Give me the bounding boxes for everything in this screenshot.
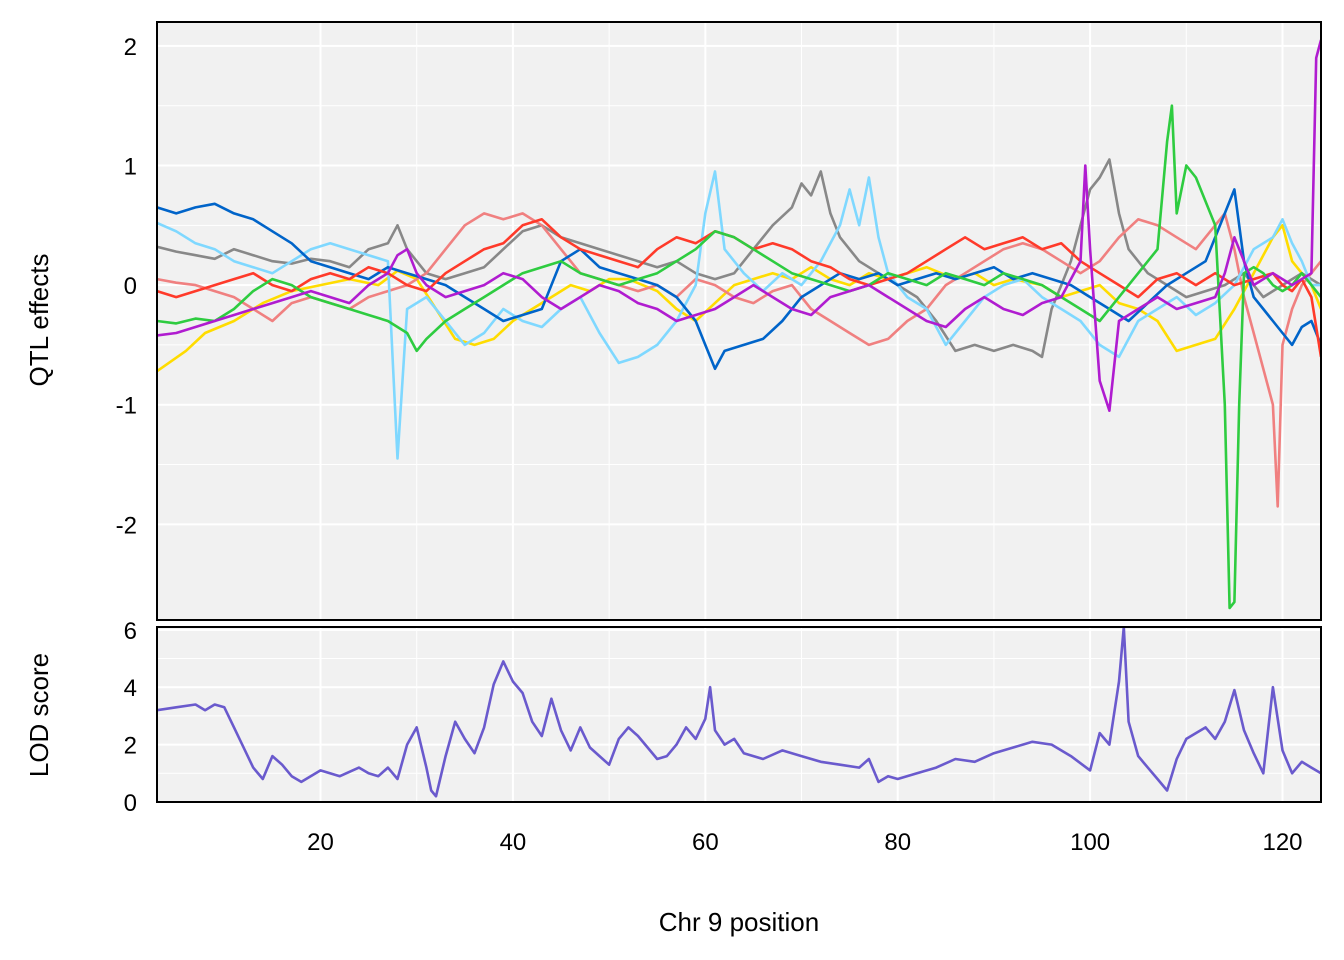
lod-y-tick-label: 0	[124, 790, 137, 817]
qtl-series-line-8	[157, 39, 1321, 412]
lod-x-tick-label: 120	[1262, 829, 1302, 856]
qtl-plot-frame	[156, 21, 1322, 621]
lod-x-tick-label: 20	[307, 829, 334, 856]
qtl-plot-background	[157, 22, 1321, 620]
lod-y-tick-label: 2	[124, 733, 137, 760]
qtl-y-tick-label: -1	[116, 393, 137, 420]
top-y-axis-label: QTL effects	[24, 254, 54, 387]
qtl-effects-panel: -2 -1 0 1 2	[116, 21, 1322, 621]
qtl-series-line-5	[157, 188, 1321, 371]
lod-plot-frame	[156, 626, 1322, 803]
qtl-y-tick-label: 1	[124, 154, 137, 181]
qtl-y-tick-label: 2	[124, 34, 137, 61]
lod-x-tick-label: 100	[1070, 829, 1110, 856]
qtl-series-line-7	[157, 104, 1321, 610]
qtl-y-tick-label: -2	[116, 512, 137, 539]
bottom-y-axis-label: LOD score	[24, 653, 54, 777]
qtl-y-tick-label: 0	[124, 273, 137, 300]
qtl-series-line-2	[157, 158, 1321, 359]
lod-x-tick-label: 40	[500, 829, 527, 856]
lod-y-tick-label: 6	[124, 618, 137, 645]
lod-x-tick-label: 60	[692, 829, 719, 856]
qtl-series-line-6	[157, 218, 1321, 358]
lod-plot-background	[157, 627, 1321, 802]
lod-score-panel: 0 2 4 6 20 40 60 80 100 120	[124, 618, 1322, 856]
lod-series-line-1	[157, 627, 1321, 798]
lod-x-tick-label: 80	[884, 829, 911, 856]
x-axis-label: Chr 9 position	[659, 907, 819, 937]
lod-y-tick-label: 4	[124, 675, 137, 702]
